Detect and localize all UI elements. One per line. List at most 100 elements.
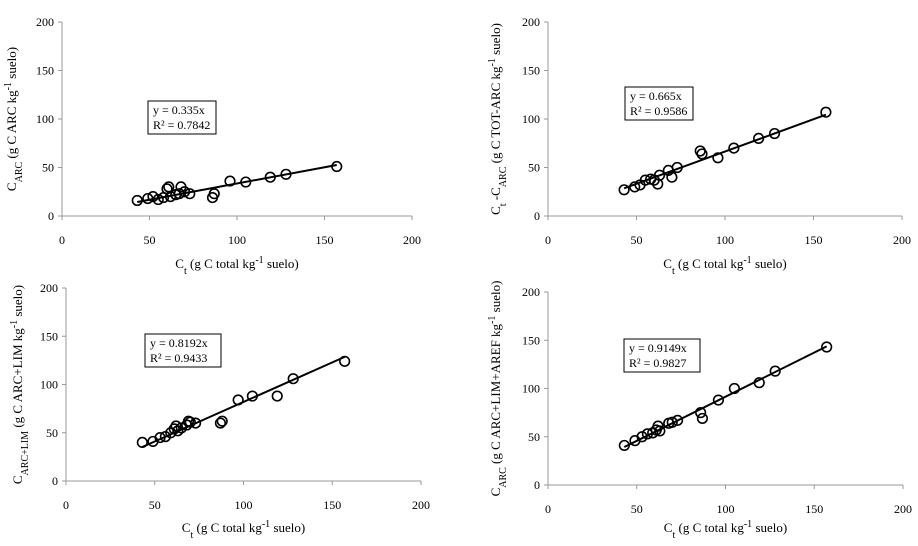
data-point: [280, 168, 292, 180]
y-tick-label: 0: [48, 209, 54, 223]
x-tick-label: 0: [59, 233, 65, 247]
data-point: [821, 341, 833, 353]
data-point: [271, 390, 283, 402]
y-axis-title: CARC (g C ARC+LIM+AREF kg-1 suelo): [487, 281, 509, 497]
data-point: [152, 193, 164, 206]
data-point: [618, 439, 630, 452]
data-point: [641, 428, 654, 440]
data-point: [232, 394, 244, 406]
x-tick-label: 150: [805, 233, 823, 247]
data-point: [671, 414, 684, 426]
y-axis-title: CARC+LIM (g C ARC+LIM kg-1 suelo): [9, 285, 31, 484]
data-point: [671, 161, 683, 174]
x-tick-label: 100: [717, 502, 735, 516]
y-tick-label: 100: [36, 112, 54, 126]
data-point: [820, 106, 832, 118]
data-point: [636, 431, 648, 443]
data-point: [618, 184, 630, 196]
y-axis-title: Ct -CARC (g C TOT-ARC kg-1 suelo): [487, 23, 509, 215]
data-point: [170, 420, 182, 432]
data-point: [647, 427, 659, 439]
data-point: [769, 365, 781, 377]
data-point: [189, 417, 202, 429]
x-tick-label: 150: [323, 498, 341, 512]
y-tick-label: 150: [522, 333, 540, 347]
r-squared-label: R² = 0.9586: [630, 104, 687, 118]
x-tick-label: 0: [545, 233, 551, 247]
y-tick-label: 200: [36, 15, 54, 29]
data-point: [142, 192, 154, 205]
y-tick-label: 50: [42, 161, 54, 175]
equation-box: [624, 86, 694, 121]
data-point: [173, 188, 185, 200]
data-point: [666, 416, 678, 428]
data-point: [184, 416, 196, 428]
x-tick-label: 100: [228, 233, 246, 247]
data-point: [753, 132, 765, 144]
y-axis-title: CARC (g C ARC kg-1 suelo): [3, 47, 25, 191]
equation-label: y = 0.665x: [630, 89, 682, 103]
data-point: [264, 171, 276, 183]
data-point: [728, 382, 740, 395]
x-tick-label: 0: [63, 498, 69, 512]
r-squared-label: R² = 0.9827: [629, 356, 686, 370]
r-squared-label: R² = 0.9433: [150, 351, 207, 365]
y-tick-label: 0: [534, 209, 540, 223]
y-tick-label: 150: [522, 64, 540, 78]
y-tick-label: 150: [36, 64, 54, 78]
x-tick-label: 50: [149, 498, 161, 512]
data-point: [712, 152, 724, 164]
data-point: [696, 412, 709, 425]
y-tick-label: 100: [40, 378, 58, 392]
data-point: [178, 186, 191, 198]
x-tick-label: 150: [805, 502, 823, 516]
x-tick-label: 50: [631, 233, 643, 247]
data-point: [172, 425, 184, 437]
data-point: [240, 176, 252, 188]
data-point: [753, 377, 765, 389]
data-point: [696, 148, 708, 160]
r-squared-label: R² = 0.7842: [153, 118, 210, 132]
data-point: [287, 373, 299, 385]
x-tick-label: 0: [545, 502, 551, 516]
data-point: [652, 420, 664, 432]
x-tick-label: 50: [144, 233, 156, 247]
x-tick-label: 100: [235, 498, 253, 512]
x-tick-label: 50: [631, 502, 643, 516]
data-point: [154, 431, 166, 444]
x-axis-title: Ct (g C total kg-1 suelo): [663, 255, 786, 277]
equation-label: y = 0.335x: [153, 103, 205, 117]
y-tick-label: 0: [52, 474, 58, 488]
x-axis-title: Ct (g C total kg-1 suelo): [175, 255, 298, 277]
equation-box: [144, 333, 222, 368]
data-point: [165, 427, 177, 439]
x-tick-label: 150: [316, 233, 334, 247]
x-tick-label: 200: [893, 233, 911, 247]
y-tick-label: 100: [522, 382, 540, 396]
x-axis-title: Ct (g C total kg-1 suelo): [182, 519, 305, 541]
y-tick-label: 50: [528, 161, 540, 175]
data-point: [666, 171, 678, 183]
x-tick-label: 200: [894, 502, 912, 516]
y-tick-label: 200: [522, 15, 540, 29]
equation-label: y = 0.9149x: [629, 341, 687, 355]
data-point: [216, 415, 228, 427]
y-tick-label: 50: [46, 426, 58, 440]
data-point: [654, 425, 666, 437]
data-point: [214, 417, 227, 429]
data-point: [712, 394, 725, 406]
x-axis-title: Ct (g C total kg-1 suelo): [664, 519, 787, 541]
data-point: [131, 194, 143, 207]
data-point: [136, 436, 148, 449]
equation-label: y = 0.8192x: [150, 336, 208, 350]
equation-box: [147, 100, 217, 135]
x-tick-label: 100: [716, 233, 734, 247]
data-point: [629, 181, 641, 193]
data-point: [331, 160, 343, 173]
data-point: [728, 142, 740, 154]
